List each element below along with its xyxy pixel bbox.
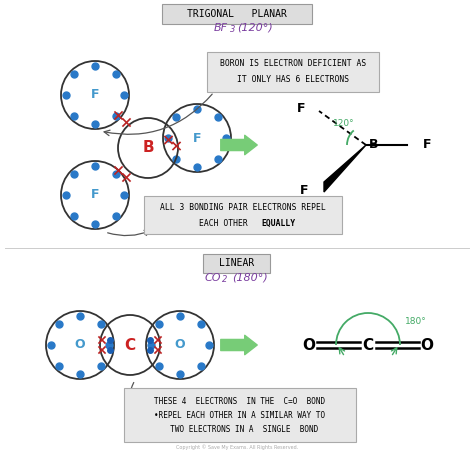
Text: F: F (91, 88, 99, 101)
Text: EACH OTHER: EACH OTHER (199, 218, 247, 227)
FancyBboxPatch shape (144, 196, 342, 234)
Text: O: O (420, 337, 434, 353)
Text: EQUALLY: EQUALLY (261, 218, 295, 227)
Text: F: F (423, 138, 431, 152)
Text: F: F (300, 184, 308, 197)
Text: O: O (175, 339, 185, 351)
Text: THESE 4  ELECTRONS  IN THE  C=O  BOND: THESE 4 ELECTRONS IN THE C=O BOND (155, 396, 326, 405)
Text: F: F (297, 101, 305, 115)
Text: B: B (369, 138, 379, 152)
Text: 3: 3 (230, 26, 236, 34)
FancyBboxPatch shape (162, 4, 312, 24)
Text: LINEAR: LINEAR (219, 258, 255, 268)
Text: TWO ELECTRONS IN A  SINGLE  BOND: TWO ELECTRONS IN A SINGLE BOND (161, 424, 319, 433)
Text: BORON IS ELECTRON DEFICIENT AS: BORON IS ELECTRON DEFICIENT AS (220, 60, 366, 69)
Text: 180°: 180° (405, 317, 427, 326)
Text: CO: CO (205, 273, 221, 283)
Text: O: O (75, 339, 85, 351)
Text: F: F (193, 132, 201, 144)
Text: TRIGONAL   PLANAR: TRIGONAL PLANAR (187, 9, 287, 19)
Text: ALL 3 BONDING PAIR ELECTRONS REPEL: ALL 3 BONDING PAIR ELECTRONS REPEL (160, 202, 326, 212)
FancyBboxPatch shape (207, 52, 379, 92)
Text: IT ONLY HAS 6 ELECTRONS: IT ONLY HAS 6 ELECTRONS (237, 75, 349, 84)
Text: BF: BF (214, 23, 228, 33)
Text: 120°: 120° (333, 119, 355, 128)
Text: C: C (125, 337, 136, 353)
Text: B: B (142, 141, 154, 156)
FancyBboxPatch shape (203, 253, 271, 272)
Text: O: O (302, 337, 316, 353)
Text: (120°): (120°) (237, 23, 273, 33)
Text: •REPEL EACH OTHER IN A SIMILAR WAY TO: •REPEL EACH OTHER IN A SIMILAR WAY TO (155, 410, 326, 419)
Text: 2: 2 (222, 276, 228, 285)
Polygon shape (324, 145, 366, 192)
Text: Copyright © Save My Exams. All Rights Reserved.: Copyright © Save My Exams. All Rights Re… (176, 444, 298, 450)
Text: C: C (363, 337, 374, 353)
FancyBboxPatch shape (124, 388, 356, 442)
Text: (180°): (180°) (232, 273, 268, 283)
Text: F: F (91, 189, 99, 202)
